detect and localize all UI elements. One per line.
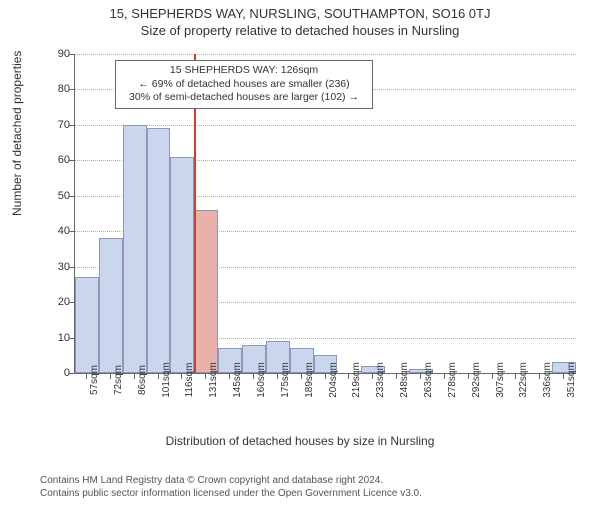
- x-tick-mark: [396, 374, 397, 379]
- x-tick-label: 86sqm: [137, 365, 148, 395]
- x-tick-label: 248sqm: [399, 362, 410, 398]
- annotation-line: ← 69% of detached houses are smaller (23…: [122, 78, 366, 92]
- x-tick-mark: [515, 374, 516, 379]
- x-tick-mark: [563, 374, 564, 379]
- histogram-bar: [170, 157, 194, 373]
- histogram-bar: [194, 210, 218, 373]
- x-tick-label: 57sqm: [89, 365, 100, 395]
- y-tick-label: 30: [48, 261, 70, 273]
- x-tick-label: 175sqm: [280, 362, 291, 398]
- y-tick-mark: [69, 373, 74, 374]
- footer-line: Contains HM Land Registry data © Crown c…: [40, 475, 422, 488]
- y-tick-label: 10: [48, 332, 70, 344]
- histogram-bar: [147, 128, 171, 373]
- y-tick-mark: [69, 54, 74, 55]
- x-tick-mark: [205, 374, 206, 379]
- y-tick-mark: [69, 338, 74, 339]
- x-tick-label: 263sqm: [423, 362, 434, 398]
- x-tick-label: 278sqm: [447, 362, 458, 398]
- x-tick-mark: [348, 374, 349, 379]
- plot-region: 15 SHEPHERDS WAY: 126sqm ← 69% of detach…: [74, 54, 576, 374]
- x-tick-mark: [492, 374, 493, 379]
- x-tick-mark: [253, 374, 254, 379]
- page-subtitle: Size of property relative to detached ho…: [0, 23, 600, 38]
- annotation-line: 30% of semi-detached houses are larger (…: [122, 91, 366, 105]
- histogram-bar: [75, 277, 99, 373]
- page-title: 15, SHEPHERDS WAY, NURSLING, SOUTHAMPTON…: [0, 6, 600, 21]
- y-tick-mark: [69, 89, 74, 90]
- annotation-line: 15 SHEPHERDS WAY: 126sqm: [122, 64, 366, 78]
- x-tick-label: 322sqm: [518, 362, 529, 398]
- x-tick-mark: [181, 374, 182, 379]
- x-tick-mark: [86, 374, 87, 379]
- y-tick-label: 40: [48, 225, 70, 237]
- x-tick-label: 233sqm: [375, 362, 386, 398]
- x-tick-label: 131sqm: [208, 362, 219, 398]
- x-tick-label: 351sqm: [566, 362, 577, 398]
- x-tick-label: 336sqm: [542, 362, 553, 398]
- y-tick-label: 80: [48, 83, 70, 95]
- footer-line: Contains public sector information licen…: [40, 488, 422, 501]
- x-tick-label: 145sqm: [232, 362, 243, 398]
- y-tick-label: 90: [48, 48, 70, 60]
- y-tick-mark: [69, 125, 74, 126]
- x-tick-mark: [325, 374, 326, 379]
- x-tick-label: 219sqm: [351, 362, 362, 398]
- x-tick-mark: [277, 374, 278, 379]
- annotation-box: 15 SHEPHERDS WAY: 126sqm ← 69% of detach…: [115, 60, 373, 109]
- y-tick-label: 20: [48, 296, 70, 308]
- x-tick-mark: [468, 374, 469, 379]
- y-tick-mark: [69, 302, 74, 303]
- x-tick-mark: [444, 374, 445, 379]
- x-tick-label: 72sqm: [113, 365, 124, 395]
- y-tick-mark: [69, 160, 74, 161]
- footer-credits: Contains HM Land Registry data © Crown c…: [40, 475, 422, 500]
- x-tick-label: 292sqm: [471, 362, 482, 398]
- x-tick-mark: [301, 374, 302, 379]
- y-tick-mark: [69, 267, 74, 268]
- histogram-bar: [99, 238, 123, 373]
- x-tick-label: 101sqm: [161, 362, 172, 398]
- x-tick-mark: [158, 374, 159, 379]
- x-tick-mark: [134, 374, 135, 379]
- x-axis-title: Distribution of detached houses by size …: [0, 434, 600, 448]
- grid-line: [75, 54, 576, 55]
- grid-line: [75, 125, 576, 126]
- y-tick-mark: [69, 231, 74, 232]
- x-tick-mark: [420, 374, 421, 379]
- x-tick-label: 204sqm: [328, 362, 339, 398]
- histogram-bar: [123, 125, 147, 373]
- y-tick-label: 50: [48, 190, 70, 202]
- x-tick-mark: [372, 374, 373, 379]
- x-tick-mark: [110, 374, 111, 379]
- y-tick-mark: [69, 196, 74, 197]
- y-tick-label: 60: [48, 154, 70, 166]
- y-axis-title: Number of detached properties: [10, 51, 24, 216]
- chart-area: 15 SHEPHERDS WAY: 126sqm ← 69% of detach…: [46, 54, 576, 414]
- x-tick-label: 189sqm: [304, 362, 315, 398]
- x-tick-mark: [539, 374, 540, 379]
- x-tick-label: 307sqm: [495, 362, 506, 398]
- x-tick-mark: [229, 374, 230, 379]
- y-tick-label: 70: [48, 119, 70, 131]
- x-tick-label: 116sqm: [184, 363, 195, 398]
- x-tick-label: 160sqm: [256, 362, 267, 398]
- y-tick-label: 0: [48, 367, 70, 379]
